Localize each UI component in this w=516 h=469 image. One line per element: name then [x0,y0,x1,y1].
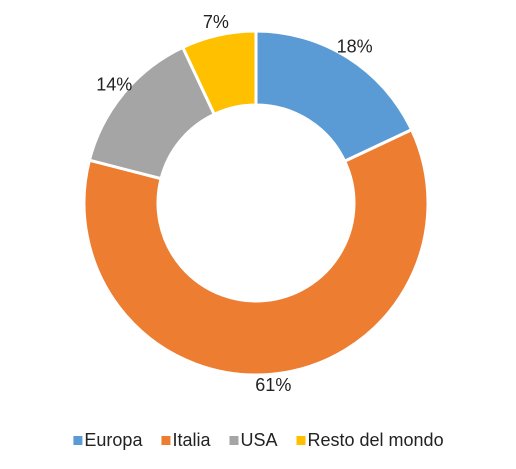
legend-label: USA [240,430,277,450]
legend-marker [229,436,239,445]
legend-label: Europa [84,430,143,450]
legend-marker [296,436,306,445]
legend-label: Italia [172,430,211,450]
donut-slice [82,127,430,377]
legend-marker [161,436,171,445]
donut-slice [180,29,258,117]
legend-marker [73,436,83,445]
data-label: 14% [96,74,132,94]
data-label: 18% [337,36,373,56]
data-label: 61% [255,375,291,395]
data-label: 7% [203,12,229,32]
legend-label: Resto del mondo [308,430,444,450]
